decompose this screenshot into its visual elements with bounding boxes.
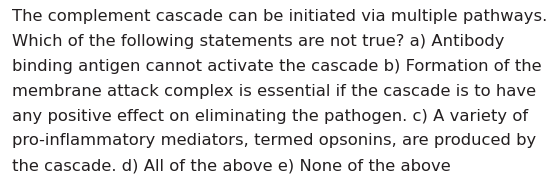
Text: the cascade. d) All of the above e) None of the above: the cascade. d) All of the above e) None… [12,158,451,173]
Text: Which of the following statements are not true? a) Antibody: Which of the following statements are no… [12,34,505,49]
Text: binding antigen cannot activate the cascade b) Formation of the: binding antigen cannot activate the casc… [12,59,542,74]
Text: any positive effect on eliminating the pathogen. c) A variety of: any positive effect on eliminating the p… [12,109,528,124]
Text: membrane attack complex is essential if the cascade is to have: membrane attack complex is essential if … [12,84,536,99]
Text: The complement cascade can be initiated via multiple pathways.: The complement cascade can be initiated … [12,9,547,24]
Text: pro-inflammatory mediators, termed opsonins, are produced by: pro-inflammatory mediators, termed opson… [12,133,537,149]
